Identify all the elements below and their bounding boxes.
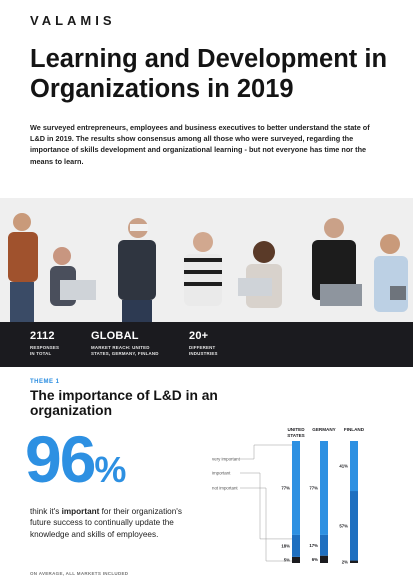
category-label: FINLAND	[344, 427, 365, 432]
legend-label: important	[212, 471, 231, 476]
legend-label: very important	[212, 457, 241, 462]
stats-bar: 2112 RESPONSES IN TOTAL GLOBAL MARKET RE…	[0, 322, 413, 367]
theme-label: THEME 1	[30, 379, 60, 385]
page-title: Learning and Development in Organization…	[30, 45, 388, 103]
data-label: 57%	[339, 523, 348, 528]
stat-value: GLOBAL	[91, 330, 139, 342]
people-photo-illustration	[0, 198, 413, 322]
data-label: 17%	[309, 543, 318, 548]
stat-label-line: INDUSTRIES	[189, 351, 218, 356]
legend-connector-line	[265, 488, 292, 562]
bar-segment	[292, 441, 300, 535]
bar-segment	[292, 534, 300, 557]
big-percentage: 96%	[25, 424, 126, 505]
bar-segment	[350, 491, 358, 561]
stat-label-line: RESPONSES	[30, 345, 60, 350]
stat-market-reach: GLOBAL MARKET REACH: UNITED STATES, GERM…	[91, 330, 159, 357]
bar-segment	[320, 441, 328, 535]
category-label: STATES	[287, 433, 304, 438]
legend-connector-line	[253, 444, 292, 459]
bar-segment	[350, 560, 358, 563]
data-label: 41%	[339, 464, 348, 469]
stat-value: 20+	[189, 330, 209, 342]
stat-label: RESPONSES IN TOTAL	[30, 345, 59, 357]
stat-label: MARKET REACH: UNITED STATES, GERMANY, FI…	[91, 345, 159, 357]
data-label: 5%	[284, 558, 290, 563]
footnote: ON AVERAGE, ALL MARKETS INCLUDED	[30, 571, 129, 576]
bar-segment	[350, 441, 358, 492]
category-label: GERMANY	[312, 427, 335, 432]
desc-suffix: for their organization's future success …	[30, 507, 182, 539]
stat-responses: 2112 RESPONSES IN TOTAL	[30, 330, 59, 357]
data-label: 6%	[312, 557, 318, 562]
category-label: UNITED	[287, 427, 305, 432]
data-label: 77%	[309, 486, 318, 491]
section-title: The importance of L&D in an organization	[30, 388, 218, 418]
stat-label-line: MARKET REACH: UNITED	[91, 345, 150, 350]
stat-label-line: STATES, GERMANY, FINLAND	[91, 351, 159, 356]
percentage-description: think it's important for their organizat…	[30, 506, 185, 540]
big-percentage-number: 96	[25, 422, 96, 496]
legend-label: not important	[212, 486, 238, 491]
bar-segment	[320, 555, 328, 563]
data-label: 77%	[281, 486, 290, 491]
data-label: 18%	[281, 544, 290, 549]
stat-label: DIFFERENT INDUSTRIES	[189, 345, 218, 357]
stat-industries: 20+ DIFFERENT INDUSTRIES	[189, 330, 218, 357]
team-photo	[0, 198, 413, 322]
stat-label-line: IN TOTAL	[30, 351, 52, 356]
legend-connector-line	[259, 473, 292, 540]
desc-emphasis: important	[61, 507, 100, 516]
valamis-logo: VALAMIS	[30, 13, 116, 28]
intro-paragraph: We surveyed entrepreneurs, employees and…	[30, 123, 370, 166]
data-label: 2%	[342, 559, 348, 564]
stat-value: 2112	[30, 330, 55, 342]
stat-label-line: DIFFERENT	[189, 345, 216, 350]
bar-segment	[320, 534, 328, 556]
desc-prefix: think it's	[30, 507, 62, 516]
big-percentage-unit: %	[94, 449, 127, 490]
bar-segment	[292, 556, 300, 563]
